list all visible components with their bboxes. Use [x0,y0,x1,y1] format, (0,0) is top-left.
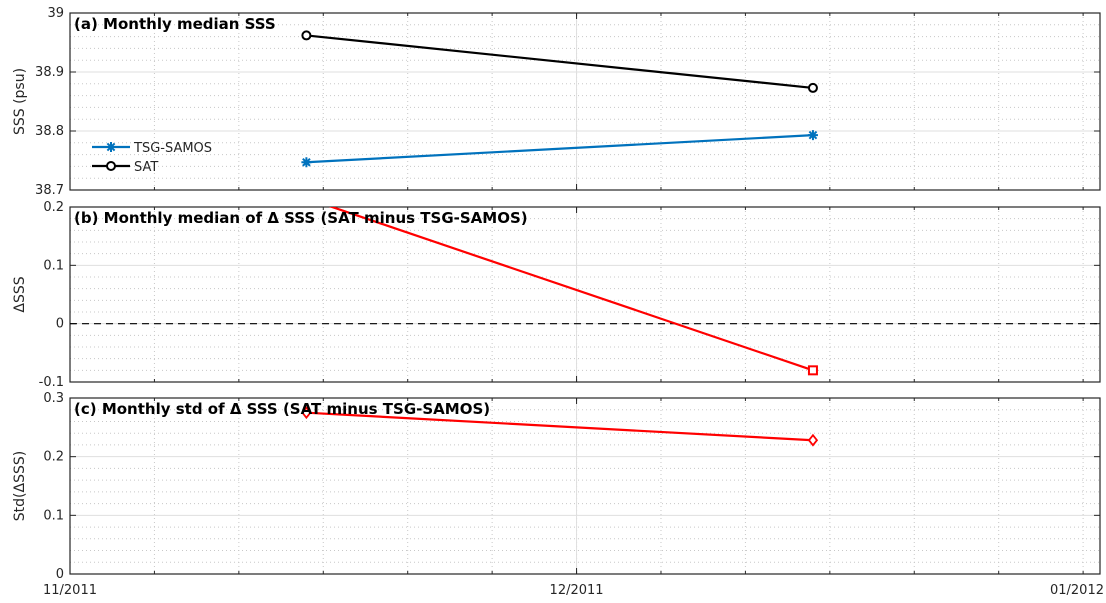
panel-c: 0 0.1 0.2 0.3 11/2011 12/2011 01/2012 (c) Mont… [12,391,1104,598]
panel-b: -0.1 0 0.1 0.2 (b) Monthly median of Δ SSS … [12,194,1101,390]
panel-c-title: (c) Monthly std of Δ SSS (SAT minus TSG-… [74,400,490,418]
y-tick-label: 0.1 [43,508,64,523]
y-tick-label: 0.1 [43,258,64,273]
data-point [302,194,310,202]
panel-c-series [301,406,819,447]
panel-a-ylabel: SSS (psu) [12,68,28,135]
data-point [807,433,819,447]
data-point [301,406,312,420]
legend-tsg-marker [106,142,116,152]
data-point [301,30,312,41]
series-line-sat [306,34,814,90]
panel-b-frame [69,206,1101,383]
legend: TSG-SAMOS SAT [92,141,212,175]
data-point [301,157,312,168]
panel-a-frame [69,12,1101,191]
y-tick-label: 38.9 [35,65,64,80]
panel-b-series [302,194,818,376]
y-tick-label: 0 [56,567,64,582]
y-tick-label: 38.8 [35,124,64,139]
legend-sat-label: SAT [134,160,158,175]
legend-sat-marker [106,161,116,171]
y-tick-label: 0 [56,317,64,332]
panel-a-grid [69,13,1100,190]
series-line-delta [328,207,814,372]
y-tick-label: -0.1 [39,375,64,390]
panel-b-grid [69,207,1100,382]
panel-b-ticks: -0.1 0 0.1 0.2 [39,200,1101,390]
data-point [807,365,818,376]
legend-marker-glyph [106,161,116,171]
panel-a: 38.7 38.8 38.9 39 (a) Monthly median SSS SS… [12,6,1101,198]
panel-c-frame [69,397,1101,575]
y-tick-label: 38.7 [35,183,64,198]
y-tick-label: 0.3 [43,391,64,406]
panel-a-series [301,30,818,168]
panel-c-grid [69,398,1100,574]
y-tick-label: 0.2 [43,450,64,465]
y-tick-label: 0.2 [43,200,64,215]
panel-b-title: (b) Monthly median of Δ SSS (SAT minus T… [74,209,528,227]
panel-a-ticks: 38.7 38.8 38.9 39 [35,6,1101,198]
y-tick-label: 39 [47,6,64,21]
series-line-tsg-samos [306,134,814,164]
panel-c-ticks: 0 0.1 0.2 0.3 11/2011 12/2011 01/2012 [43,391,1104,598]
x-tick-label: 12/2011 [550,583,604,598]
legend-tsg-label: TSG-SAMOS [133,141,212,156]
panel-c-ylabel: Std(ΔSSS) [12,451,28,521]
x-tick-label: 01/2012 [1050,583,1104,598]
x-tick-label: 11/2011 [43,583,97,598]
panel-b-ylabel: ΔSSS [12,276,28,312]
panel-a-title: (a) Monthly median SSS [74,15,276,33]
series-line-delta [306,411,814,442]
data-point [807,130,818,141]
data-point [807,82,818,93]
legend-marker-glyph [106,142,116,152]
